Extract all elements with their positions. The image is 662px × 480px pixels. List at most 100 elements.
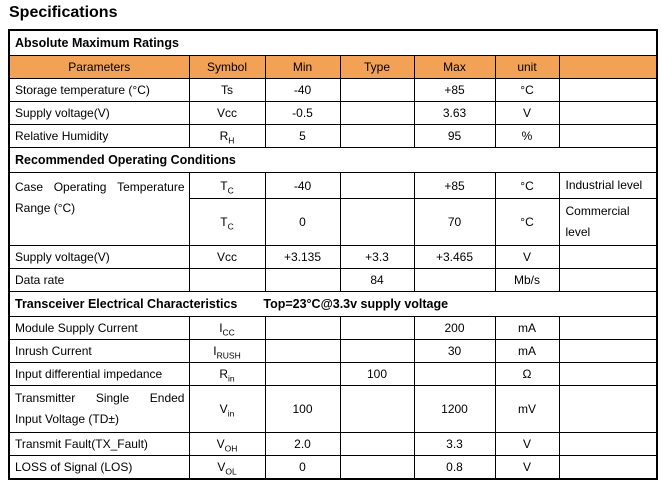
column-header-unit: unit (494, 55, 560, 79)
max-cell: +85 (413, 78, 496, 102)
symbol-cell (188, 268, 266, 292)
column-header-row: Parameters Symbol Min Type Max unit (8, 55, 658, 79)
param-cell: Storage temperature (°C) (8, 78, 190, 102)
page-title: Specifications (9, 4, 118, 21)
unit-cell: mV (494, 385, 560, 433)
unit-cell: V (494, 432, 560, 456)
section-header-cell: Absolute Maximum Ratings (8, 29, 658, 56)
max-cell: 3.3 (413, 432, 496, 456)
max-cell: 200 (413, 316, 496, 340)
specifications-table: Absolute Maximum Ratings Parameters Symbol… (8, 29, 659, 480)
symbol-cell: VOH (188, 432, 266, 456)
note-cell: Commercial level (558, 198, 658, 246)
min-cell: 5 (264, 124, 341, 148)
table-row: Input differential impedance Rin 100 Ω (8, 362, 658, 386)
min-cell (264, 316, 341, 340)
note-cell (558, 385, 658, 433)
section-header-row: Recommended Operating Conditions (8, 147, 658, 173)
table-row: Supply voltage(V) Vcc -0.5 3.63 V (8, 101, 658, 125)
type-cell (339, 78, 415, 102)
type-cell: 84 (339, 268, 415, 292)
max-cell: 0.8 (413, 455, 496, 480)
symbol-cell: Rin (188, 362, 266, 386)
max-cell: 1200 (413, 385, 496, 433)
section-condition: Top=23°C@3.3v supply voltage (263, 297, 449, 311)
note-cell (558, 268, 658, 292)
note-cell: Industrial level (558, 172, 658, 199)
min-cell: 2.0 (264, 432, 341, 456)
section-header-cell: Recommended Operating Conditions (8, 147, 658, 173)
min-cell: 0 (264, 198, 341, 246)
symbol-cell: TC (188, 198, 266, 246)
section-title: Recommended Operating Conditions (15, 153, 236, 167)
param-cell: Inrush Current (8, 339, 190, 363)
unit-cell: mA (494, 339, 560, 363)
symbol-cell: RH (188, 124, 266, 148)
min-cell: +3.135 (264, 245, 341, 269)
min-cell: 0 (264, 455, 341, 480)
param-cell: Module Supply Current (8, 316, 190, 340)
unit-cell: Mb/s (494, 268, 560, 292)
note-cell (558, 339, 658, 363)
section-header-cell: Transceiver Electrical Characteristics To… (8, 291, 658, 317)
type-cell (339, 101, 415, 125)
column-header-max: Max (413, 55, 496, 79)
section-title: Absolute Maximum Ratings (15, 36, 179, 50)
max-cell (413, 362, 496, 386)
param-cell: LOSS of Signal (LOS) (8, 455, 190, 480)
max-cell (413, 268, 496, 292)
table-row: LOSS of Signal (LOS) VOL 0 0.8 V (8, 455, 658, 480)
table-row: Module Supply Current ICC 200 mA (8, 316, 658, 340)
type-cell (339, 124, 415, 148)
note-cell (558, 101, 658, 125)
section-header-row: Transceiver Electrical Characteristics To… (8, 291, 658, 317)
note-cell (558, 124, 658, 148)
type-cell (339, 316, 415, 340)
table-row: Case Operating Temperature Range (°C) TC -40 +… (8, 172, 658, 246)
param-cell: Data rate (8, 268, 190, 292)
type-cell (339, 385, 415, 433)
type-cell: +3.3 (339, 245, 415, 269)
type-cell: 100 (339, 362, 415, 386)
type-cell (339, 198, 415, 246)
note-cell (558, 78, 658, 102)
max-cell: 70 (413, 198, 496, 246)
column-header-min: Min (264, 55, 341, 79)
min-cell (264, 268, 341, 292)
unit-cell: V (494, 245, 560, 269)
symbol-cell: Vcc (188, 101, 266, 125)
spec-table-body: Absolute Maximum Ratings Parameters Symbol… (8, 29, 658, 480)
param-cell: Transmitter Single Ended Input Voltage (TD±… (8, 385, 190, 433)
unit-cell: Ω (494, 362, 560, 386)
max-cell: +85 (413, 172, 496, 199)
column-header-parameters: Parameters (8, 55, 190, 79)
type-cell (339, 432, 415, 456)
symbol-cell: Vcc (188, 245, 266, 269)
max-cell: +3.465 (413, 245, 496, 269)
max-cell: 95 (413, 124, 496, 148)
column-header-blank (558, 55, 658, 79)
column-header-symbol: Symbol (188, 55, 266, 79)
symbol-cell: IRUSH (188, 339, 266, 363)
symbol-cell: Ts (188, 78, 266, 102)
type-cell (339, 455, 415, 480)
note-cell (558, 245, 658, 269)
min-cell: -40 (264, 172, 341, 199)
min-cell: -40 (264, 78, 341, 102)
param-cell: Relative Humidity (8, 124, 190, 148)
unit-cell: °C (494, 198, 560, 246)
max-cell: 3.63 (413, 101, 496, 125)
param-cell: Supply voltage(V) (8, 101, 190, 125)
table-row: TC 0 70 °C Commercial level (9, 198, 658, 246)
datasheet-page: Specifications Absolute Maximum Ratings P… (0, 4, 662, 480)
table-row: Transmitter Single Ended Input Voltage (TD±… (8, 385, 658, 433)
unit-cell: °C (494, 172, 560, 199)
symbol-cell: ICC (188, 316, 266, 340)
table-row: Data rate 84 Mb/s (8, 268, 658, 292)
table-row: Storage temperature (°C) Ts -40 +85 °C (8, 78, 658, 102)
section-header-row: Absolute Maximum Ratings (8, 29, 658, 56)
table-row: Transmit Fault(TX_Fault) VOH 2.0 3.3 V (8, 432, 658, 456)
column-header-type: Type (339, 55, 415, 79)
param-cell: Transmit Fault(TX_Fault) (8, 432, 190, 456)
symbol-cell: Vin (188, 385, 266, 433)
